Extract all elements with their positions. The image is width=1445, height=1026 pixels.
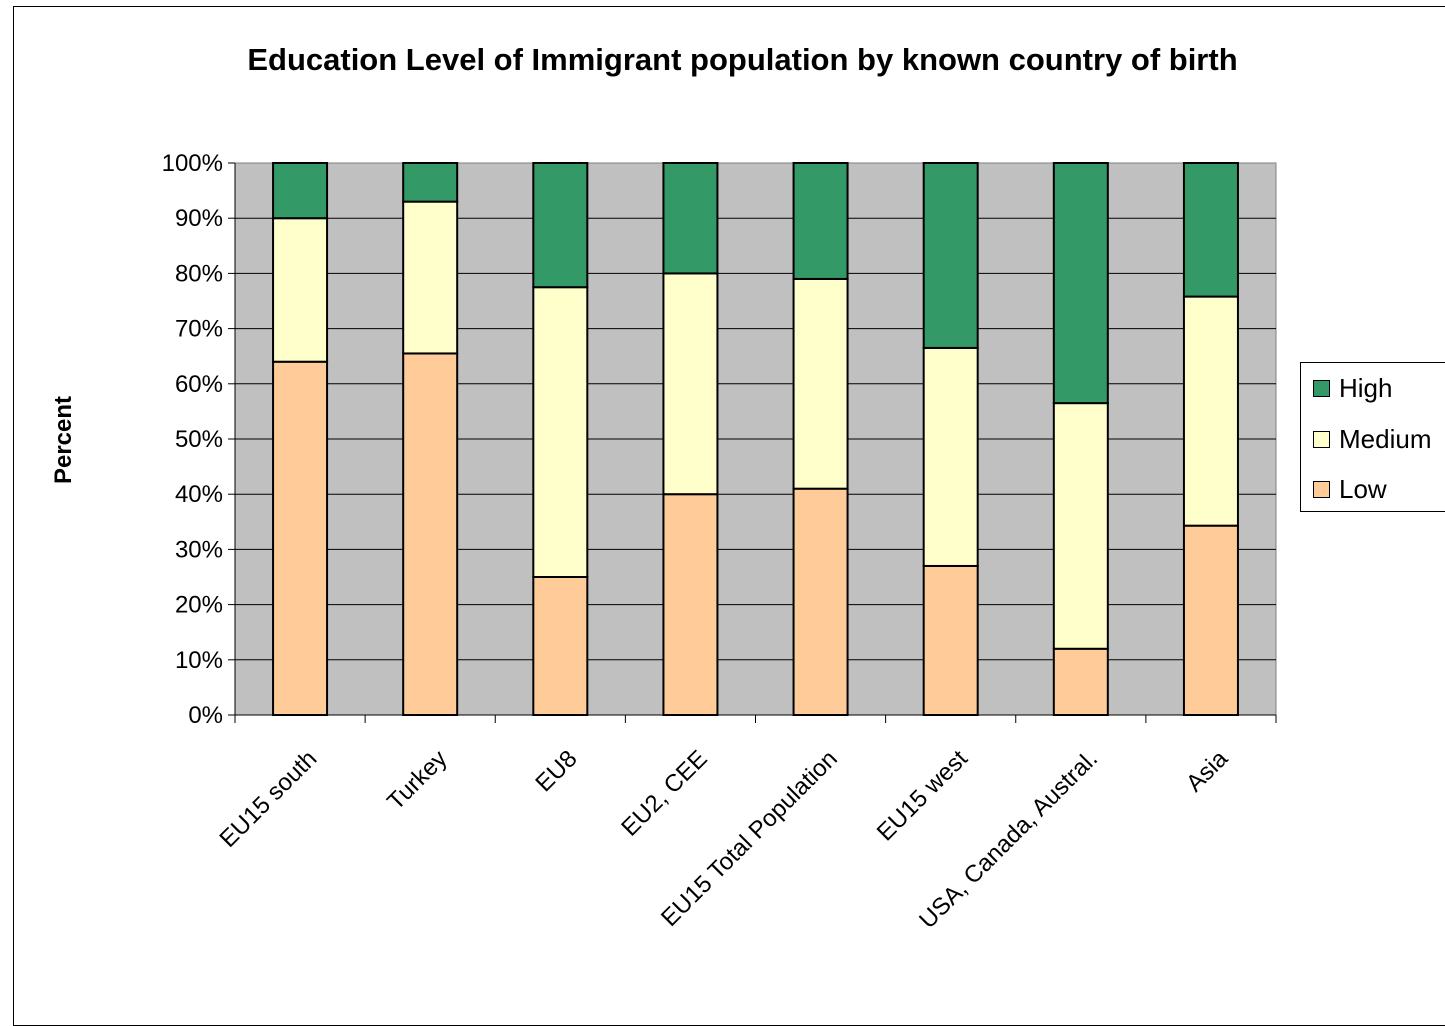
legend-label-low: Low	[1339, 473, 1387, 504]
legend-item-low: Low	[1313, 473, 1387, 504]
legend-swatch-medium	[1313, 430, 1330, 448]
bar-high	[272, 162, 329, 220]
legend-swatch-high	[1313, 379, 1330, 397]
y-tick-label: 70%	[175, 316, 223, 343]
bar-low	[792, 487, 849, 716]
y-tick-label: 30%	[175, 536, 223, 563]
legend-item-medium: Medium	[1313, 423, 1432, 454]
x-tick-label: Turkey	[382, 745, 452, 815]
bar-medium	[402, 200, 459, 355]
bar-low	[1182, 524, 1239, 716]
x-tick-label: EU15 south	[215, 745, 323, 853]
y-tick-label: 0%	[188, 702, 223, 729]
bar-low	[662, 493, 719, 717]
x-tick-label: EU8	[530, 745, 582, 797]
bar-low	[402, 352, 459, 716]
legend-label-medium: Medium	[1339, 423, 1432, 454]
x-tick-label: Asia	[1181, 745, 1234, 798]
y-tick-label: 80%	[175, 260, 223, 287]
bar-medium	[1052, 402, 1109, 650]
y-tick-label: 40%	[175, 481, 223, 508]
bar-high	[662, 162, 719, 275]
bar-low	[1052, 647, 1109, 717]
bar-high	[792, 162, 849, 280]
bar-high	[1052, 162, 1109, 405]
y-tick-label: 10%	[175, 647, 223, 674]
bar-low	[922, 564, 979, 717]
bar-medium	[922, 346, 979, 567]
bar-medium	[1182, 295, 1239, 527]
bar-high	[402, 162, 459, 203]
y-tick-label: 100%	[162, 150, 223, 177]
bar-medium	[272, 217, 329, 363]
legend: High Medium Low	[1300, 362, 1445, 512]
x-tick-label: EU2, CEE	[616, 745, 712, 841]
bar-low	[532, 576, 589, 716]
bar-high	[1182, 162, 1239, 298]
legend-label-high: High	[1339, 372, 1393, 403]
y-tick-label: 60%	[175, 371, 223, 398]
legend-item-high: High	[1313, 372, 1393, 403]
y-tick-label: 90%	[175, 205, 223, 232]
bar-high	[922, 162, 979, 349]
bar-medium	[662, 272, 719, 496]
x-tick-label: EU15 west	[872, 745, 973, 846]
legend-swatch-low	[1313, 480, 1330, 498]
bar-high	[532, 162, 589, 289]
y-tick-label: 20%	[175, 592, 223, 619]
bar-medium	[792, 277, 849, 490]
bar-low	[272, 360, 329, 716]
y-tick-label: 50%	[175, 426, 223, 453]
bar-medium	[532, 286, 589, 578]
chart-title: Education Level of Immigrant population …	[247, 42, 1238, 77]
